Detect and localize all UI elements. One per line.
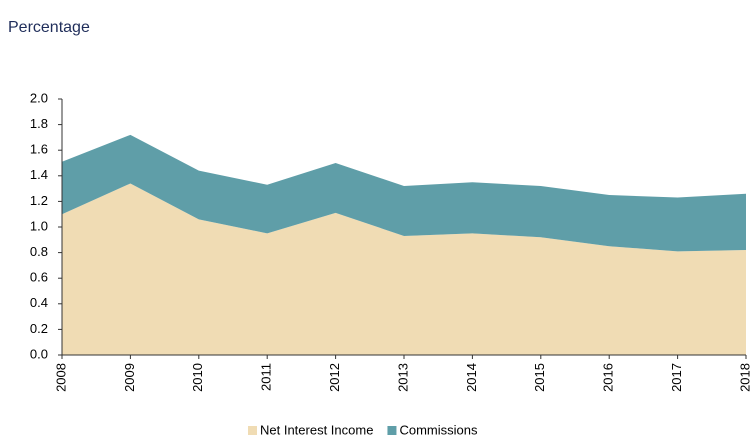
y-tick-label: 1.6 [30, 142, 48, 157]
y-tick-label: 1.8 [30, 116, 48, 131]
y-tick-label: 0.6 [30, 270, 48, 285]
x-tick-label: 2015 [532, 363, 547, 392]
y-tick-label: 2.0 [30, 90, 48, 105]
area [62, 183, 746, 355]
x-tick-label: 2010 [190, 363, 205, 392]
legend-swatch [387, 426, 397, 435]
y-tick-label: 0.4 [30, 295, 48, 310]
y-tick-label: 0.8 [30, 244, 48, 259]
y-tick-label: 1.4 [30, 167, 48, 182]
legend-label: Commissions [399, 422, 478, 437]
x-tick-label: 2009 [122, 363, 137, 392]
x-tick-label: 2017 [669, 363, 684, 392]
y-tick-label: 1.2 [30, 193, 48, 208]
x-tick-label: 2013 [395, 363, 410, 392]
x-tick-label: 2016 [601, 363, 616, 392]
legend-label: Net Interest Income [260, 422, 373, 437]
x-tick-label: 2011 [259, 363, 274, 391]
x-tick-label: 2008 [53, 363, 68, 392]
y-tick-label: 0.0 [30, 346, 48, 361]
y-tick-label: 1.0 [30, 218, 48, 233]
area [62, 134, 746, 252]
legend: Net Interest Income Commissions [248, 422, 478, 437]
y-tick-label: 0.2 [30, 321, 48, 336]
legend-swatch [248, 426, 257, 435]
x-tick-label: 2012 [327, 363, 342, 392]
chart-title: Percentage [8, 19, 90, 36]
x-tick-label: 2018 [737, 363, 752, 392]
x-tick-label: 2014 [464, 363, 479, 392]
